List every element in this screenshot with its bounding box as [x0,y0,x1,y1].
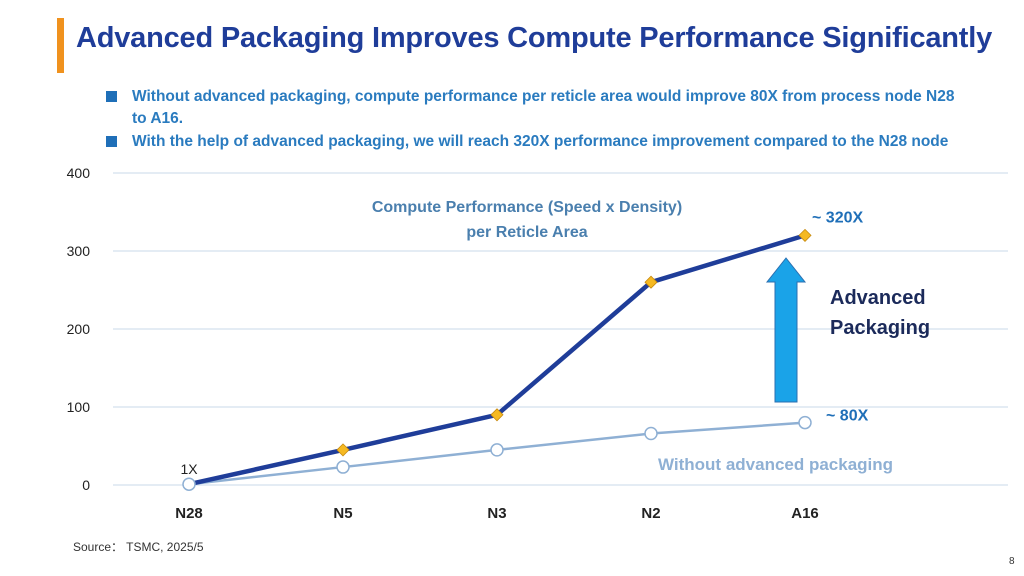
bullet-item: With the help of advanced packaging, we … [106,131,956,153]
data-point-advanced-packaging [644,275,658,289]
page-number: 8 [1009,556,1015,567]
bullet-text: With the help of advanced packaging, we … [132,133,949,150]
x-tick-label: N2 [641,505,660,522]
title-accent-bar [57,18,64,73]
data-point-advanced-packaging [798,228,812,242]
x-tick-label: N5 [333,505,352,522]
advanced-packaging-arrow-icon [765,257,807,403]
y-tick-label: 300 [67,243,91,259]
chart-title-line: per Reticle Area [466,224,587,241]
data-point-without-packaging [644,426,658,441]
x-tick-label: N28 [175,505,203,522]
data-point-advanced-packaging [490,408,504,422]
data-point-without-packaging [336,460,350,474]
data-point-without-packaging [182,477,196,491]
arrow-label-line: Packaging [830,317,930,339]
y-tick-label: 400 [67,165,91,181]
square-bullet-icon [106,91,117,102]
slide-title: Advanced Packaging Improves Compute Perf… [76,22,993,54]
end-label-without: ~ 80X [826,408,869,425]
y-tick-label: 100 [67,399,91,415]
x-tick-label: A16 [791,505,819,522]
x-tick-label: N3 [487,505,506,522]
bullet-item: Without advanced packaging, compute perf… [106,86,956,130]
bullet-list: Without advanced packaging, compute perf… [106,86,956,154]
data-point-without-packaging [798,415,812,430]
data-point-advanced-packaging [336,443,350,457]
end-label-advanced: ~ 320X [812,209,863,226]
y-tick-label: 200 [67,321,91,337]
chart-title-line: Compute Performance (Speed x Density) [372,199,682,216]
square-bullet-icon [106,136,117,147]
bullet-text: Without advanced packaging, compute perf… [132,88,955,127]
data-point-without-packaging [490,443,504,457]
arrow-label-line: Advanced [830,287,926,309]
source-note: Source： TSMC, 2025/5 [73,540,204,554]
y-tick-label: 0 [82,477,90,493]
series-label-without-packaging: Without advanced packaging [658,455,893,474]
start-value-label: 1X [180,461,198,477]
